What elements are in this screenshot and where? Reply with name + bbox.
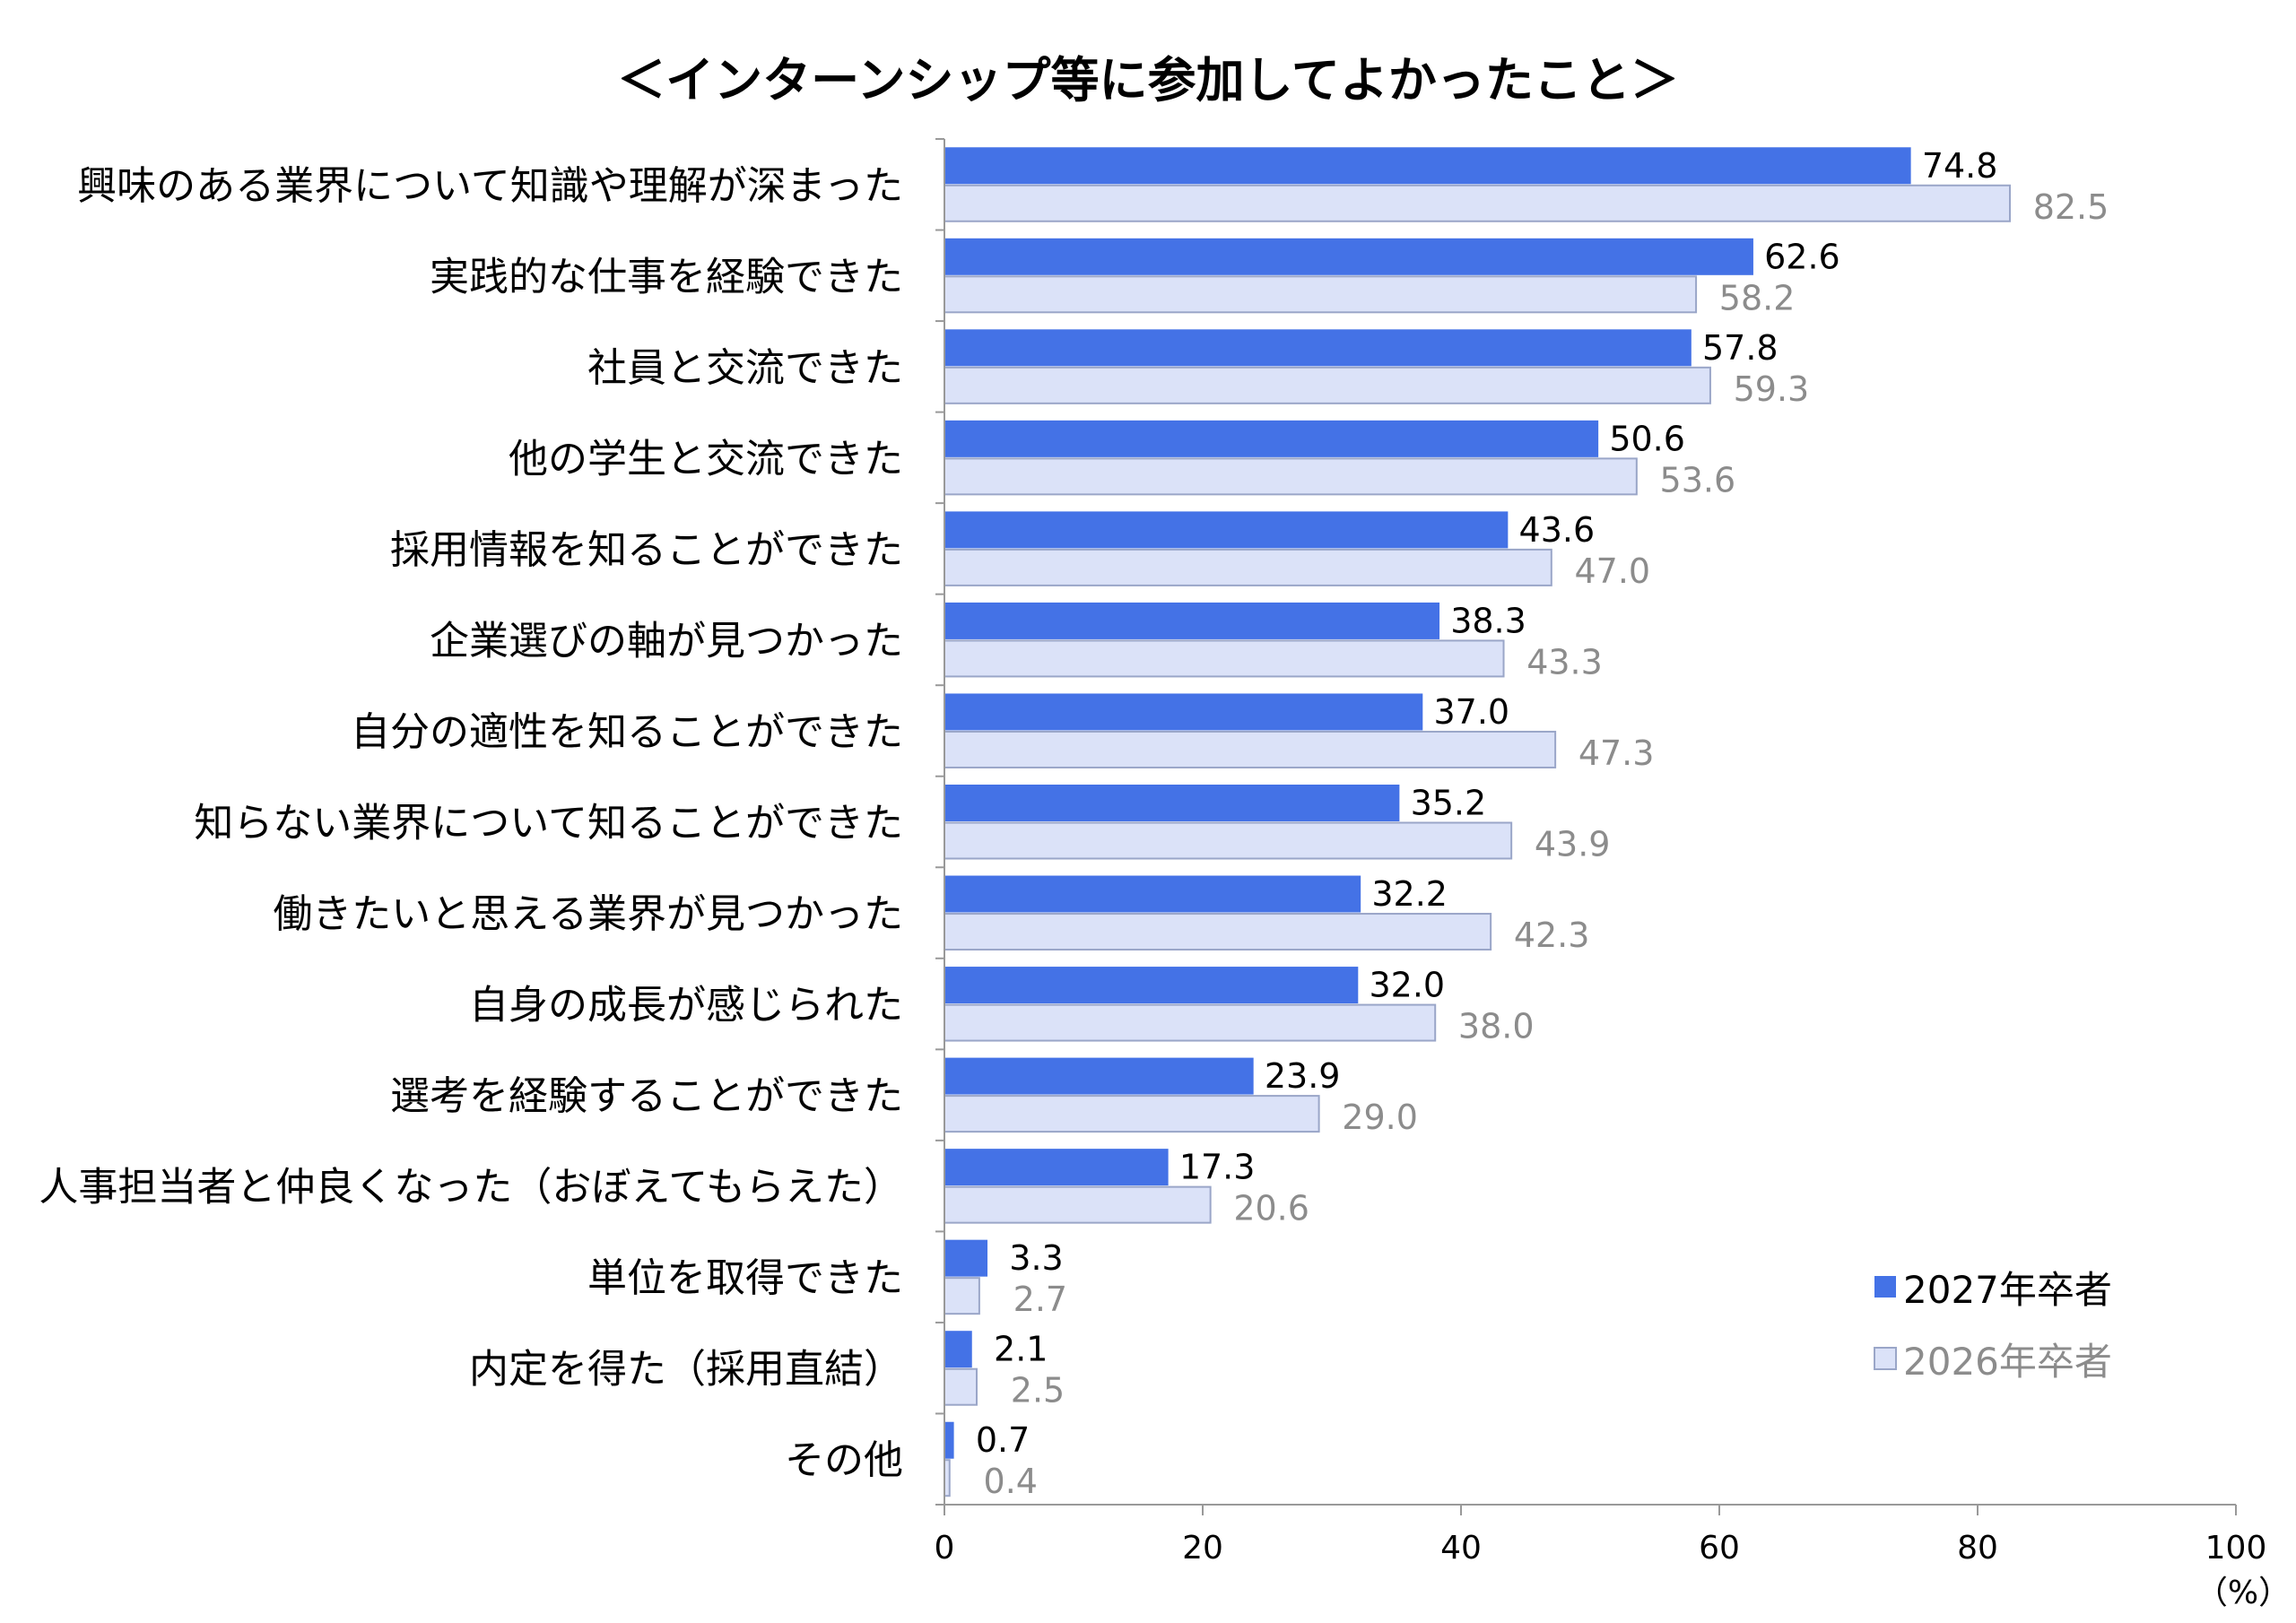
value-label-2027: 43.6 (1519, 510, 1596, 550)
legend-swatch-2026 (1874, 1347, 1897, 1370)
bars (944, 147, 2011, 1497)
legend-swatch-2027 (1874, 1276, 1896, 1298)
value-label-2027: 35.2 (1411, 784, 1487, 823)
value-label-2026: 59.3 (1734, 369, 1810, 409)
category-label: 採用情報を知ることができた (390, 527, 903, 573)
bar-2027 (944, 238, 1753, 275)
bar-2027 (944, 329, 1692, 367)
bar-2026 (944, 1277, 980, 1315)
category-label: 興味のある業界について知識や理解が深まった (77, 163, 903, 209)
bar-2027 (944, 1149, 1169, 1186)
value-label-2027: 32.0 (1369, 966, 1445, 1005)
labels: 74.8 82.5 興味のある業界について知識や理解が深まった 62.658.2 実践的… (39, 146, 2109, 1501)
bar-2026 (944, 1095, 1320, 1133)
category-label: 働きたいと思える業界が見つかった (273, 891, 903, 937)
value-label-2026: 47.0 (1574, 551, 1650, 591)
x-tick-label: 100 (2205, 1530, 2267, 1567)
bar-2027 (944, 967, 1359, 1004)
category-label: 単位を取得できた (587, 1255, 903, 1301)
category-label: 自身の成長が感じられた (469, 983, 903, 1028)
bar-2026 (944, 275, 1698, 314)
bar-2027 (944, 1421, 954, 1459)
value-label-2027: 74.8 (1922, 146, 1998, 186)
category-label: 社員と交流できた (587, 345, 903, 391)
x-tick-label: 80 (1957, 1530, 1998, 1567)
value-label-2026: 43.3 (1526, 642, 1603, 681)
bar-2027 (944, 1057, 1254, 1095)
legend-label-2026: 2026年卒者 (1903, 1340, 2112, 1384)
value-label-2027: 2.1 (994, 1330, 1048, 1369)
bar-2026 (944, 730, 1557, 768)
value-label-2027: 3.3 (1009, 1238, 1063, 1278)
value-label-2026: 43.9 (1535, 825, 1611, 864)
category-label: 人事担当者と仲良くなった（おぼえてもらえた） (39, 1165, 903, 1211)
bar-2027 (944, 511, 1509, 549)
legend: 2027年卒者 2026年卒者 (1874, 1268, 2112, 1384)
value-label-2026: 38.0 (1458, 1007, 1535, 1046)
value-label-2027: 62.6 (1764, 237, 1840, 276)
bar-2027 (944, 693, 1423, 731)
x-tick-label: 20 (1182, 1530, 1223, 1567)
category-label: 企業選びの軸が見つかった (430, 618, 903, 664)
value-label-2026: 42.3 (1514, 916, 1590, 955)
bar-2027 (944, 602, 1440, 639)
legend-label-2027: 2027年卒者 (1903, 1268, 2112, 1312)
value-label-2027: 23.9 (1265, 1056, 1341, 1096)
value-label-2026: 2.5 (1011, 1371, 1065, 1410)
bar-2026 (944, 366, 1711, 404)
x-unit-label: （%） (2196, 1575, 2291, 1611)
value-label-2027: 17.3 (1179, 1148, 1256, 1187)
bar-2026 (944, 913, 1492, 951)
value-label-2027: 32.2 (1371, 874, 1448, 914)
category-label: 選考を経験することができた (390, 1073, 903, 1119)
value-label-2026: 29.0 (1342, 1098, 1418, 1137)
bar-2026 (944, 821, 1513, 860)
bar-2026 (944, 457, 1638, 496)
bar-2027 (944, 147, 1911, 185)
category-label: 他の学生と交流できた (509, 436, 903, 482)
bar-2026 (944, 1185, 1212, 1224)
bar-2027 (944, 1331, 972, 1368)
value-label-2027: 50.6 (1609, 419, 1685, 458)
value-label-2027: 0.7 (976, 1420, 1030, 1460)
value-label-2026: 0.4 (984, 1462, 1038, 1501)
value-label-2026: 58.2 (1719, 278, 1796, 317)
x-tick-label: 0 (935, 1530, 955, 1567)
x-tick-label: 60 (1699, 1530, 1740, 1567)
bar-2027 (944, 420, 1599, 457)
value-label-2027: 57.8 (1702, 328, 1779, 368)
bar-2027 (944, 1239, 988, 1277)
value-label-2026: 47.3 (1578, 733, 1655, 773)
category-label: 内定を得た（採用直結） (469, 1347, 903, 1393)
value-label-2027: 38.3 (1450, 601, 1526, 640)
category-label: 自分の適性を知ることができた (351, 709, 903, 755)
bar-2026 (944, 548, 1552, 586)
value-label-2026: 82.5 (2033, 187, 2109, 227)
bar-2026 (944, 639, 1505, 678)
bar-2026 (944, 184, 2011, 222)
axes: 0 20 40 60 80 100 （%） (935, 138, 2291, 1611)
bar-2026 (944, 1003, 1437, 1042)
bar-2026 (944, 1367, 978, 1406)
category-label: 知らない業界について知ることができた (194, 801, 903, 846)
value-label-2026: 53.6 (1660, 460, 1736, 499)
value-label-2026: 20.6 (1233, 1189, 1309, 1228)
category-label: 実践的な仕事を経験できた (430, 254, 903, 299)
value-label-2027: 37.0 (1433, 692, 1509, 732)
chart-title: ＜インターンシップ等に参加してよかったこと＞ (617, 52, 1679, 108)
x-tick-label: 40 (1440, 1530, 1482, 1567)
bar-2027 (944, 785, 1400, 821)
value-label-2026: 2.7 (1013, 1280, 1067, 1319)
bar-2027 (944, 875, 1361, 913)
category-label: その他 (785, 1437, 903, 1483)
